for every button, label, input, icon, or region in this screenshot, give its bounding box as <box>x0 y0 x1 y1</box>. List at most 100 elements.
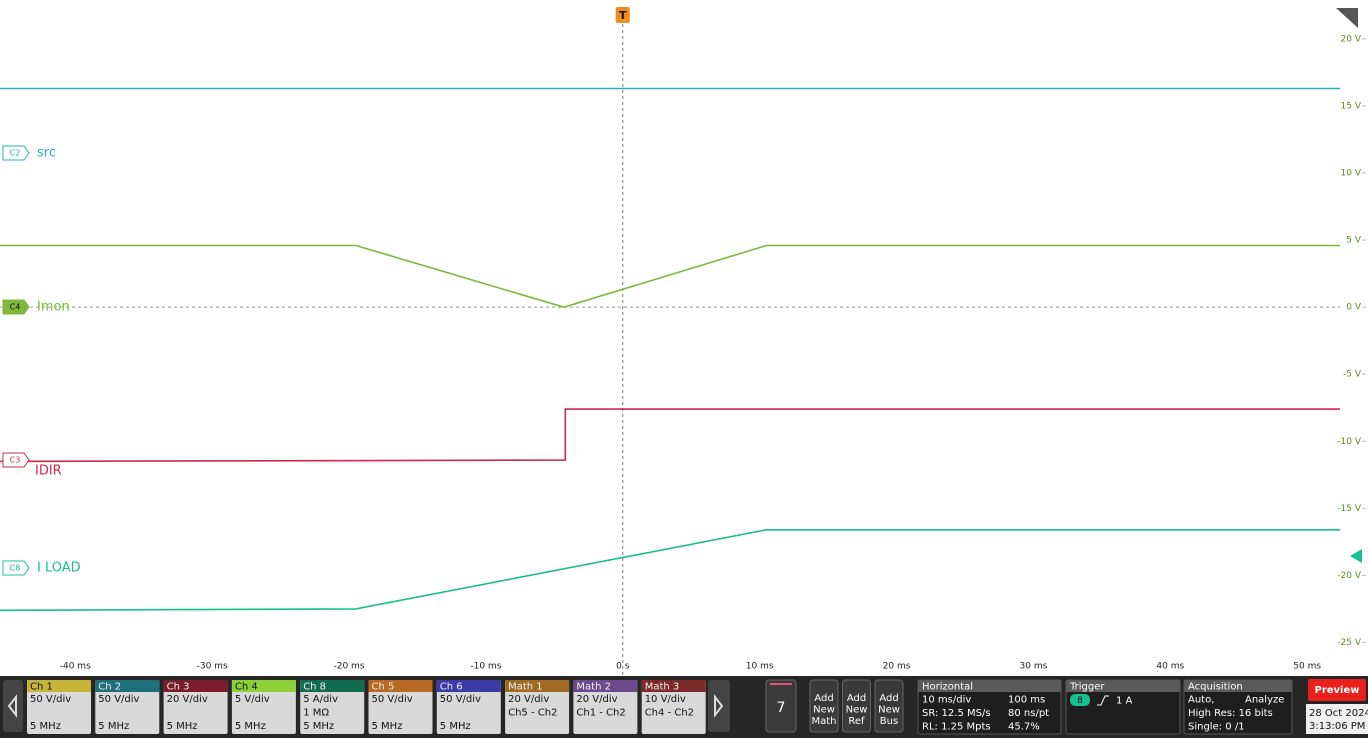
add-button-label: Ref <box>848 716 865 727</box>
channel-setting: Ch4 - Ch2 <box>645 708 694 719</box>
add-button-label: New <box>813 705 835 716</box>
y-tick-label: -10 V <box>1337 437 1362 447</box>
channel-badge <box>2 145 30 161</box>
y-tick-label: 5 V <box>1346 236 1362 246</box>
channel-label: Ch 6 <box>440 682 463 693</box>
clock-box <box>1306 704 1368 734</box>
channel-setting: 5 A/div <box>303 694 338 705</box>
channel-box[interactable] <box>573 680 638 734</box>
acquisition-value: High Res: 16 bits <box>1188 708 1273 719</box>
acquisition-value: Auto, <box>1188 695 1214 706</box>
add-button-label: New <box>878 705 900 716</box>
preview-button[interactable] <box>1308 679 1366 701</box>
plot-background <box>0 0 1368 676</box>
date: 28 Oct 2024 <box>1309 708 1368 719</box>
channel-header <box>95 680 160 692</box>
y-tick-label: 0 V <box>1346 303 1362 313</box>
channel-label: Ch 4 <box>235 682 258 693</box>
left-arrow-icon <box>7 694 17 718</box>
channel-label: Ch 1 <box>30 682 53 693</box>
channel-setting: 5 V/div <box>235 694 270 705</box>
x-tick-label: -40 ms <box>60 662 91 672</box>
right-arrow-icon <box>714 694 724 718</box>
channel-setting: 5 MHz <box>303 721 334 732</box>
channel-setting: 20 V/div <box>576 694 617 705</box>
channel-setting: 50 V/div <box>98 694 139 705</box>
channel-header <box>163 680 228 692</box>
channel-label: Ch 3 <box>167 682 190 693</box>
acquisition-value: Single: 0 /1 <box>1188 722 1245 733</box>
channel-badge-label: C4 <box>10 303 21 312</box>
channel-setting: 50 V/div <box>440 694 481 705</box>
channel-name: Imon <box>37 300 70 315</box>
scroll-right-button[interactable] <box>708 680 730 732</box>
add-button[interactable] <box>842 679 871 733</box>
y-tick-label: -15 V <box>1337 504 1362 514</box>
channel-name: IDIR <box>35 464 62 479</box>
add-button[interactable] <box>809 679 839 733</box>
channel-setting: 5 MHz <box>372 721 403 732</box>
slope-icon <box>1097 695 1109 706</box>
trigger-source-badge <box>1070 694 1090 706</box>
channel-setting: 5 MHz <box>440 721 471 732</box>
waveform-button[interactable] <box>765 679 797 733</box>
channel-badge-label: C2 <box>10 149 21 158</box>
channel-box[interactable] <box>231 680 296 734</box>
channel-box[interactable] <box>641 680 706 734</box>
horizontal-value: 45.7% <box>1008 722 1040 733</box>
channel-setting: 5 MHz <box>167 721 198 732</box>
channel-box[interactable] <box>505 680 570 734</box>
horizontal-value: 80 ns/pt <box>1008 708 1049 719</box>
channel-box[interactable] <box>95 680 160 734</box>
trigger-panel-header <box>1066 680 1180 692</box>
channel-badge <box>2 299 30 315</box>
channel-setting: 5 MHz <box>98 721 129 732</box>
channel-setting: 5 MHz <box>235 721 266 732</box>
x-tick-label: -30 ms <box>197 662 228 672</box>
channel-setting: 5 MHz <box>30 721 61 732</box>
horizontal-panel-header <box>918 680 1061 692</box>
channel-header <box>300 680 365 692</box>
channel-header <box>368 680 433 692</box>
trace <box>0 244 1340 309</box>
channel-badge-label: C8 <box>10 564 21 573</box>
channel-box[interactable] <box>300 680 365 734</box>
trace <box>0 529 1340 612</box>
channel-name: I LOAD <box>37 561 81 576</box>
horizontal-value: 10 ms/div <box>922 695 971 706</box>
channel-setting: 50 V/div <box>30 694 71 705</box>
y-tick-label: 10 V <box>1341 169 1362 179</box>
channel-header <box>27 680 91 692</box>
add-button-label: New <box>846 705 868 716</box>
channel-box[interactable] <box>368 680 433 734</box>
trigger-marker <box>615 7 630 23</box>
channel-box[interactable] <box>163 680 228 734</box>
y-tick-label: -25 V <box>1337 638 1362 648</box>
channel-box[interactable] <box>436 680 501 734</box>
x-tick-label: 40 ms <box>1156 662 1184 672</box>
trigger-source: 8 <box>1077 696 1083 706</box>
x-tick-label: 30 ms <box>1020 662 1048 672</box>
acquisition-value: Analyze <box>1245 695 1284 706</box>
add-button-label: Add <box>879 693 898 704</box>
channel-setting: 50 V/div <box>372 694 413 705</box>
y-tick-label: -20 V <box>1337 571 1362 581</box>
channel-box[interactable] <box>27 680 91 734</box>
acquisition-panel-title: Acquisition <box>1188 682 1243 693</box>
waveform-count: 7 <box>777 700 786 716</box>
channel-header <box>505 680 570 692</box>
channel-setting: 20 V/div <box>167 694 208 705</box>
channel-label: Math 3 <box>645 682 680 693</box>
trigger-marker-label: T <box>619 9 627 22</box>
x-tick-label: 10 ms <box>746 662 774 672</box>
scroll-left-button[interactable] <box>3 680 23 732</box>
channel-setting: 20 V/div <box>508 694 549 705</box>
add-button-label: Bus <box>880 716 898 727</box>
channel-badge-label: C3 <box>10 456 21 465</box>
x-tick-label: -10 ms <box>470 662 501 672</box>
channel-setting: 1 MΩ <box>303 708 329 719</box>
add-button[interactable] <box>874 679 904 733</box>
horizontal-value: 100 ms <box>1008 695 1045 706</box>
channel-setting: Ch1 - Ch2 <box>576 708 625 719</box>
